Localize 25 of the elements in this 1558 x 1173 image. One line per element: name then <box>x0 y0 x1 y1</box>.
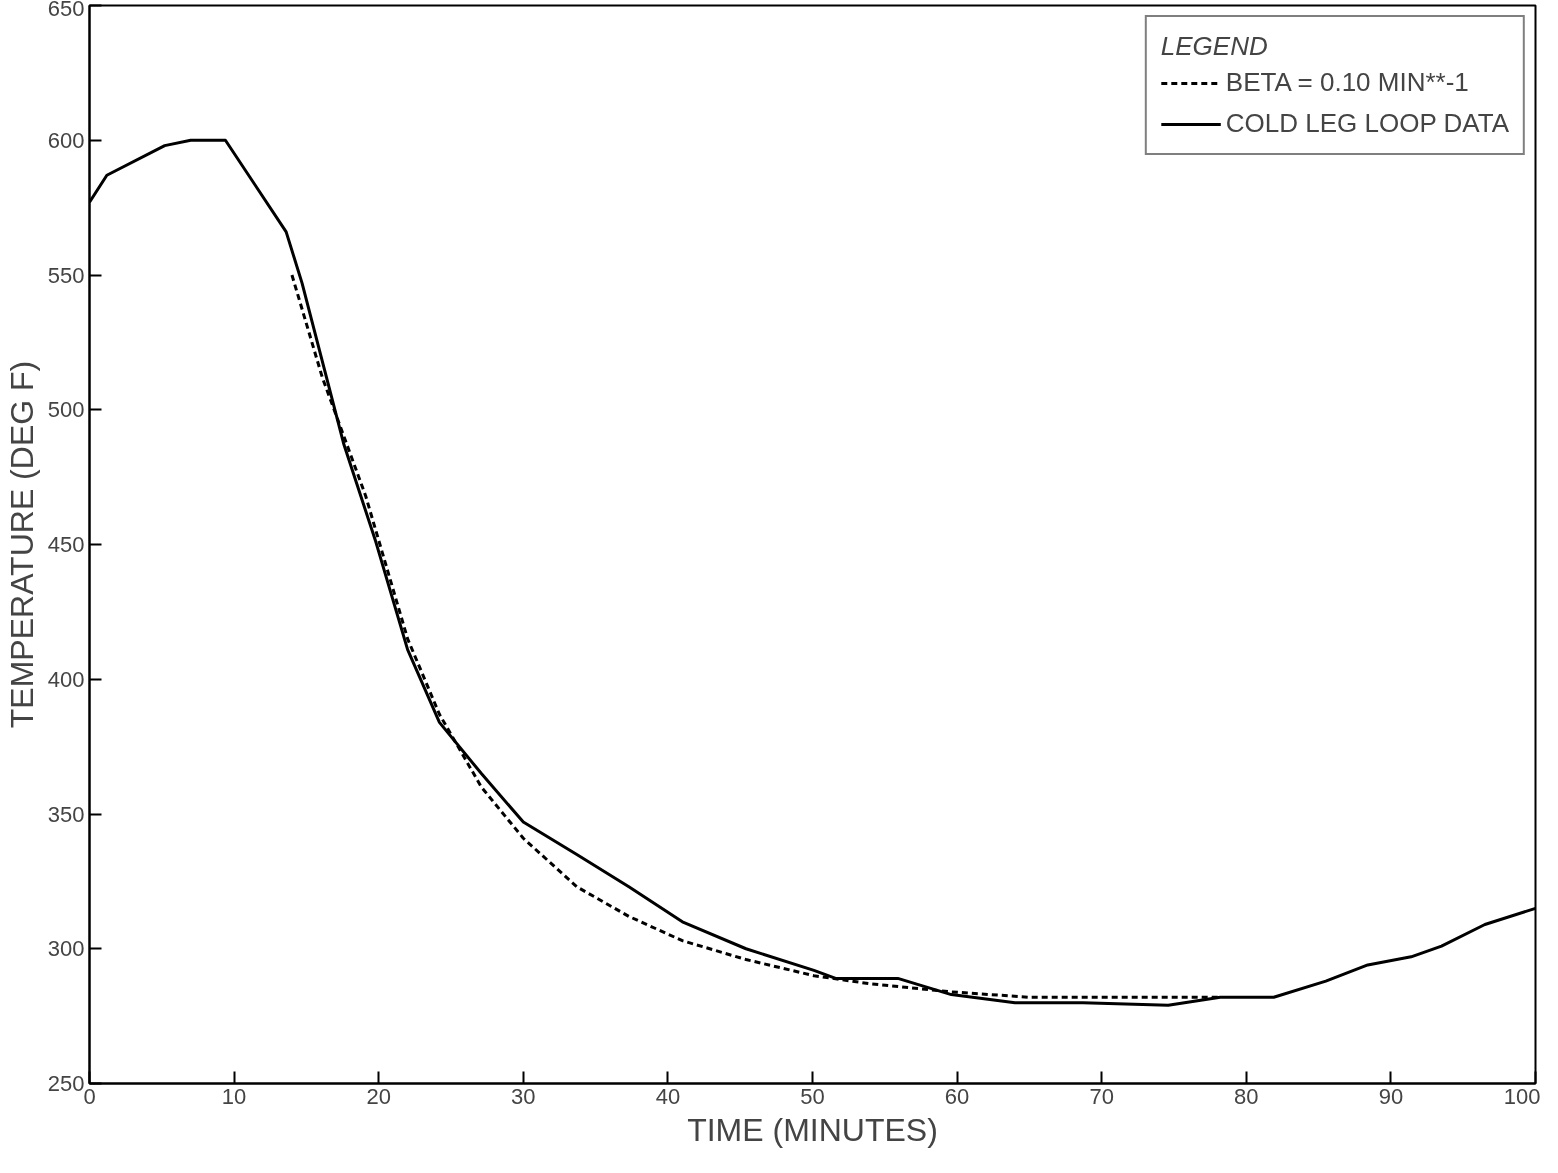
y-tick-label: 350 <box>47 801 85 827</box>
y-tick-label: 500 <box>47 397 85 423</box>
x-tick-label: 30 <box>511 1083 536 1109</box>
y-tick-label: 250 <box>47 1071 85 1096</box>
x-tick-label: 100 <box>1503 1083 1541 1109</box>
x-tick-label: 50 <box>800 1083 825 1109</box>
y-tick-label: 450 <box>47 532 85 557</box>
legend-label: BETA = 0.10 MIN**-1 <box>1225 67 1469 98</box>
x-tick-label: 10 <box>221 1083 247 1109</box>
y-tick-label: 300 <box>47 936 85 962</box>
y-axis-title: TEMPERATURE (DEG F) <box>3 360 40 729</box>
x-tick-label: 60 <box>944 1083 970 1109</box>
x-tick-label: 90 <box>1378 1083 1404 1109</box>
x-tick-label: 40 <box>655 1083 681 1109</box>
y-tick-label: 600 <box>47 127 85 153</box>
x-axis-title: TIME (MINUTES) <box>687 1111 938 1148</box>
y-tick-label: 650 <box>47 0 85 21</box>
x-tick-label: 80 <box>1234 1083 1259 1109</box>
legend-label: COLD LEG LOOP DATA <box>1225 108 1509 139</box>
y-tick-label: 550 <box>47 262 85 288</box>
x-tick-label: 70 <box>1089 1083 1114 1109</box>
legend-title: LEGEND <box>1160 31 1269 62</box>
y-tick-label: 400 <box>47 666 85 692</box>
x-tick-label: 0 <box>83 1083 96 1109</box>
x-tick-label: 20 <box>366 1083 391 1109</box>
